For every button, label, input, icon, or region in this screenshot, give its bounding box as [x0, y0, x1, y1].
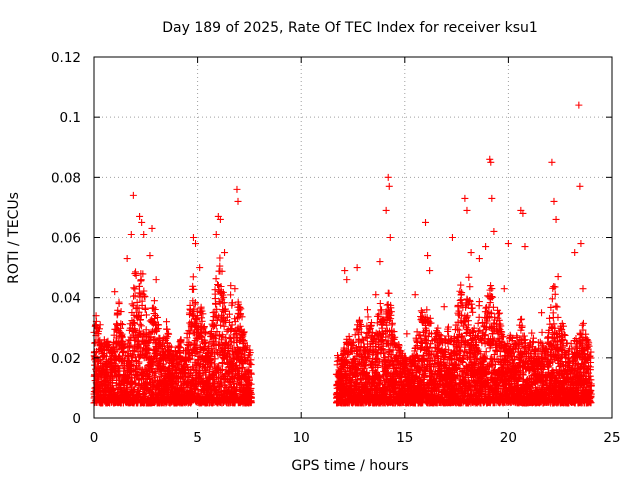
data-point: [130, 284, 138, 292]
data-point: [94, 375, 102, 383]
data-point: [91, 361, 99, 369]
data-point: [134, 342, 142, 350]
data-point: [105, 341, 113, 349]
data-point: [141, 293, 149, 301]
data-point: [376, 300, 384, 308]
data-point: [95, 325, 103, 333]
data-point: [212, 275, 220, 283]
data-point: [119, 362, 127, 370]
data-point: [482, 304, 490, 312]
data-point: [127, 341, 135, 349]
data-point: [132, 271, 140, 279]
data-point: [475, 298, 483, 306]
chart-title: Day 189 of 2025, Rate Of TEC Index for r…: [162, 20, 538, 36]
data-point: [190, 285, 198, 293]
data-point: [227, 291, 235, 299]
data-point: [128, 379, 136, 387]
data-point: [456, 287, 464, 295]
data-point: [131, 329, 139, 337]
data-point: [131, 285, 139, 293]
data-point: [197, 303, 205, 311]
data-point: [457, 281, 465, 289]
data-point: [114, 306, 122, 314]
data-point: [417, 307, 425, 315]
data-point: [131, 319, 139, 327]
data-point: [102, 352, 110, 360]
data-point: [135, 358, 143, 366]
data-point: [117, 308, 125, 316]
data-point: [136, 315, 144, 323]
data-point: [216, 254, 224, 262]
data-point: [118, 321, 126, 329]
data-point: [115, 300, 123, 308]
data-markers: [90, 101, 595, 407]
data-point: [117, 320, 125, 328]
data-point: [114, 363, 122, 371]
data-point: [132, 268, 140, 276]
data-point: [150, 297, 158, 305]
data-point: [138, 297, 146, 305]
data-point: [466, 283, 474, 291]
data-point: [131, 292, 139, 300]
data-point: [137, 276, 145, 284]
data-point: [135, 282, 143, 290]
data-point: [118, 334, 126, 342]
data-point: [137, 322, 145, 330]
data-point: [113, 346, 121, 354]
data-point: [364, 313, 372, 321]
data-point: [139, 270, 147, 278]
data-point: [128, 354, 136, 362]
data-point: [163, 325, 171, 333]
data-point: [465, 273, 473, 281]
data-point: [189, 282, 197, 290]
data-point: [385, 289, 393, 297]
data-point: [142, 311, 150, 319]
data-point: [128, 300, 136, 308]
data-point: [189, 273, 197, 281]
data-point: [469, 308, 477, 316]
